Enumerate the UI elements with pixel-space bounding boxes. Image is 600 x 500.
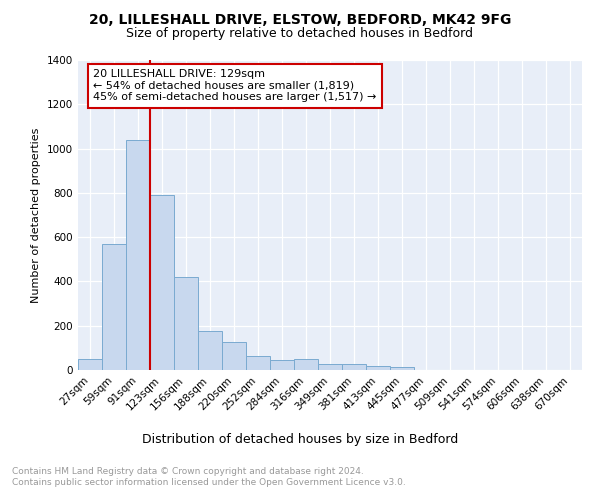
Bar: [78, 359, 102, 370]
Y-axis label: Number of detached properties: Number of detached properties: [31, 128, 41, 302]
Bar: [390, 368, 414, 370]
Bar: [198, 330, 222, 370]
Bar: [126, 140, 150, 370]
Bar: [174, 277, 198, 370]
Text: Contains HM Land Registry data © Crown copyright and database right 2024.
Contai: Contains HM Land Registry data © Crown c…: [12, 468, 406, 487]
Text: 20 LILLESHALL DRIVE: 129sqm
← 54% of detached houses are smaller (1,819)
45% of : 20 LILLESHALL DRIVE: 129sqm ← 54% of det…: [93, 70, 376, 102]
Bar: [294, 359, 318, 370]
Bar: [318, 364, 342, 370]
Text: Size of property relative to detached houses in Bedford: Size of property relative to detached ho…: [127, 28, 473, 40]
Text: 20, LILLESHALL DRIVE, ELSTOW, BEDFORD, MK42 9FG: 20, LILLESHALL DRIVE, ELSTOW, BEDFORD, M…: [89, 12, 511, 26]
Bar: [102, 244, 126, 370]
Text: Distribution of detached houses by size in Bedford: Distribution of detached houses by size …: [142, 432, 458, 446]
Bar: [246, 356, 270, 370]
Bar: [270, 360, 294, 370]
Bar: [150, 195, 174, 370]
Bar: [222, 342, 246, 370]
Bar: [342, 364, 366, 370]
Bar: [366, 366, 390, 370]
